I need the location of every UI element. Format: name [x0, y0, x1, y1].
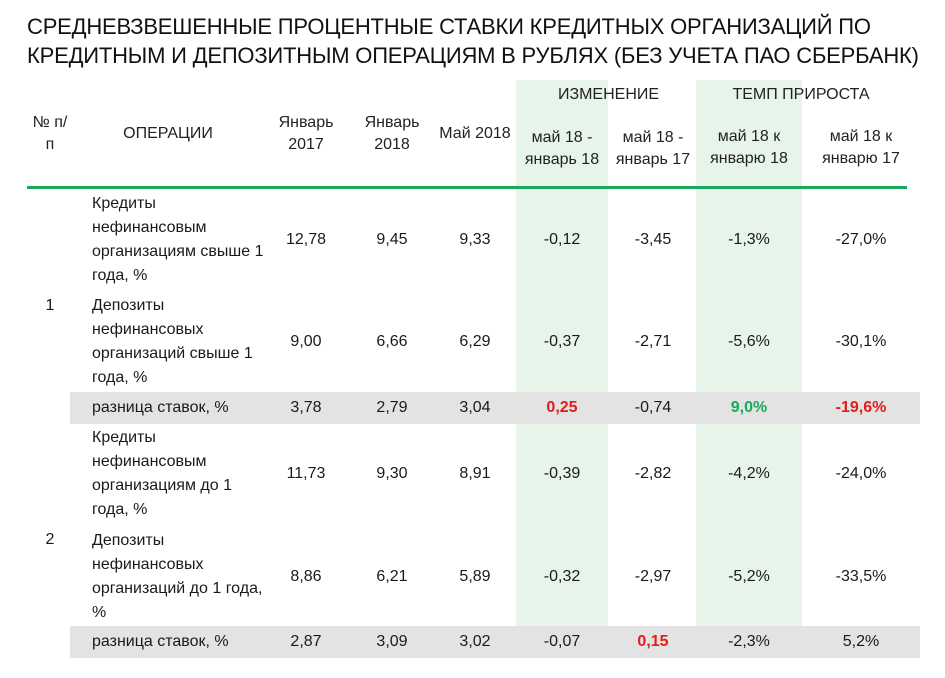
header-divider — [27, 186, 907, 189]
row-number-2: 2 — [45, 531, 55, 548]
value-change-jan18: -0,39 — [543, 465, 581, 482]
value-jan2017: 11,73 — [286, 465, 326, 482]
value-change-jan17: -2,82 — [634, 465, 672, 482]
header-growth-vs-jan17: май 18 к январю 17 — [822, 128, 900, 167]
value-change-jan17: -2,97 — [634, 568, 672, 585]
value-may2018: 6,29 — [459, 333, 491, 350]
operation-label: Депозиты нефинансовых организаций свыше … — [92, 297, 253, 386]
header-jan2018: Январь 2018 — [364, 114, 420, 153]
header-may2018: Май 2018 — [439, 125, 511, 142]
header-operations: ОПЕРАЦИИ — [123, 125, 213, 142]
operation-label: Кредиты нефинансовым организациям до 1 г… — [92, 429, 232, 518]
header-change-vs-jan17: май 18 - январь 17 — [615, 129, 691, 168]
spread-growth-jan18: -2,3% — [728, 633, 770, 650]
spread-jan2018: 3,09 — [376, 633, 408, 650]
value-change-jan18: -0,32 — [543, 568, 581, 585]
value-jan2018: 9,30 — [376, 465, 408, 482]
spread-row-background-1 — [70, 392, 920, 424]
value-jan2017: 8,86 — [290, 568, 322, 585]
value-change-jan18: -0,37 — [543, 333, 581, 350]
spread-growth-jan18: 9,0% — [730, 399, 768, 416]
header-number: № п/п — [32, 114, 68, 153]
spread-change-jan17: -0,74 — [634, 399, 672, 416]
page-title: СРЕДНЕВЗВЕШЕННЫЕ ПРОЦЕНТНЫЕ СТАВКИ КРЕДИ… — [27, 12, 927, 70]
value-jan2018: 6,21 — [376, 568, 408, 585]
value-growth-jan17: -24,0% — [835, 465, 887, 482]
value-growth-jan18: -5,2% — [728, 568, 770, 585]
value-jan2017: 12,78 — [285, 231, 327, 248]
operation-label: Депозиты нефинансовых организаций до 1 г… — [92, 532, 263, 621]
spread-growth-jan17: 5,2% — [842, 633, 880, 650]
title-line-1: СРЕДНЕВЗВЕШЕННЫЕ ПРОЦЕНТНЫЕ СТАВКИ КРЕДИ… — [27, 14, 871, 39]
value-growth-jan18: -5,6% — [728, 333, 770, 350]
spread-label: разница ставок, % — [92, 399, 229, 416]
spread-may2018: 3,04 — [459, 399, 491, 416]
spread-change-jan18: 0,25 — [546, 399, 578, 416]
value-growth-jan17: -27,0% — [835, 231, 887, 248]
highlight-column-growth-jan18 — [696, 80, 802, 656]
value-growth-jan17: -30,1% — [835, 333, 887, 350]
spread-change-jan18: -0,07 — [543, 633, 581, 650]
value-may2018: 8,91 — [459, 465, 491, 482]
header-group-growth: ТЕМП ПРИРОСТА — [732, 86, 870, 103]
value-change-jan17: -3,45 — [634, 231, 672, 248]
header-jan2017: Январь 2017 — [278, 114, 334, 153]
spread-jan2017: 3,78 — [290, 399, 322, 416]
spread-jan2017: 2,87 — [290, 633, 322, 650]
spread-row-background-2 — [70, 626, 920, 658]
spread-change-jan17: 0,15 — [637, 633, 669, 650]
spread-label: разница ставок, % — [92, 633, 229, 650]
row-number-1: 1 — [45, 297, 55, 314]
value-jan2018: 6,66 — [376, 333, 408, 350]
header-growth-vs-jan18: май 18 к январю 18 — [710, 128, 788, 167]
title-line-2: КРЕДИТНЫМ И ДЕПОЗИТНЫМ ОПЕРАЦИЯМ В РУБЛЯ… — [27, 43, 919, 68]
spread-growth-jan17: -19,6% — [835, 399, 887, 416]
value-jan2018: 9,45 — [376, 231, 408, 248]
header-group-change: ИЗМЕНЕНИЕ — [557, 86, 660, 103]
value-may2018: 5,89 — [459, 568, 491, 585]
value-growth-jan17: -33,5% — [835, 568, 887, 585]
value-change-jan18: -0,12 — [543, 231, 581, 248]
highlight-column-change-jan18 — [516, 80, 608, 656]
value-may2018: 9,33 — [459, 231, 491, 248]
header-change-vs-jan18: май 18 - январь 18 — [524, 129, 600, 168]
value-growth-jan18: -4,2% — [728, 465, 770, 482]
spread-may2018: 3,02 — [459, 633, 491, 650]
spread-jan2018: 2,79 — [376, 399, 408, 416]
operation-label: Кредиты нефинансовым организациям свыше … — [92, 195, 264, 284]
value-jan2017: 9,00 — [290, 333, 322, 350]
value-growth-jan18: -1,3% — [728, 231, 770, 248]
value-change-jan17: -2,71 — [634, 333, 672, 350]
